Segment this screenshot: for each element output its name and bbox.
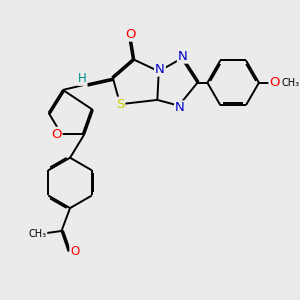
Text: N: N: [175, 101, 185, 114]
Text: N: N: [155, 62, 165, 76]
Text: N: N: [178, 50, 188, 63]
Text: O: O: [51, 128, 62, 141]
Text: H: H: [78, 72, 86, 85]
Text: CH₃: CH₃: [282, 78, 300, 88]
Text: CH₃: CH₃: [28, 229, 46, 239]
Text: S: S: [116, 98, 124, 111]
Text: O: O: [70, 245, 80, 258]
Text: O: O: [125, 28, 135, 40]
Text: O: O: [269, 76, 280, 89]
